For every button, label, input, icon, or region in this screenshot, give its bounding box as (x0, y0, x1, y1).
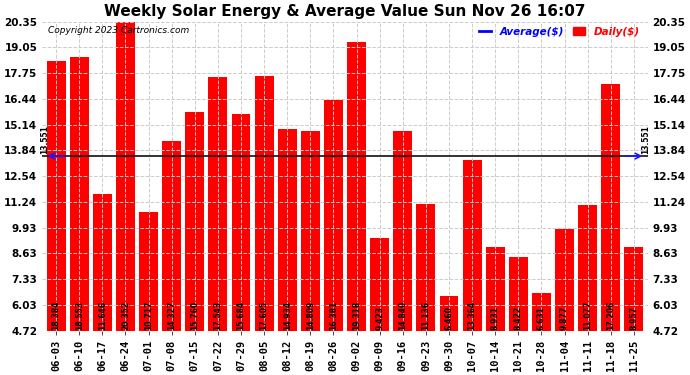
Text: 18.553: 18.553 (75, 301, 83, 330)
Bar (116, 22, 135, 330)
Bar (139, 212, 158, 330)
Bar (301, 131, 319, 330)
Bar (232, 114, 250, 330)
Text: 20.352: 20.352 (121, 301, 130, 330)
Text: Copyright 2023 Cartronics.com: Copyright 2023 Cartronics.com (48, 26, 190, 35)
Bar (47, 61, 66, 330)
Bar (186, 112, 204, 330)
Bar (70, 57, 89, 330)
Text: 6.460: 6.460 (444, 306, 453, 330)
Text: 18.384: 18.384 (52, 300, 61, 330)
Text: 15.760: 15.760 (190, 300, 199, 330)
Bar (624, 247, 643, 330)
Text: 10.717: 10.717 (144, 300, 153, 330)
Legend: Average($), Daily($): Average($), Daily($) (479, 27, 640, 37)
Text: 13.551: 13.551 (40, 125, 49, 154)
Bar (278, 129, 297, 330)
Text: 11.136: 11.136 (422, 300, 431, 330)
Text: 14.840: 14.840 (398, 300, 407, 330)
Bar (578, 205, 597, 330)
Text: 9.877: 9.877 (560, 305, 569, 330)
Text: 8.422: 8.422 (514, 306, 523, 330)
Bar (601, 84, 620, 330)
Bar (371, 238, 389, 330)
Text: 14.809: 14.809 (306, 300, 315, 330)
Text: 16.381: 16.381 (329, 300, 338, 330)
Text: 9.423: 9.423 (375, 306, 384, 330)
Text: 17.543: 17.543 (213, 300, 222, 330)
Bar (440, 296, 458, 330)
Bar (324, 100, 343, 330)
Text: 8.957: 8.957 (629, 306, 638, 330)
Bar (255, 76, 274, 330)
Bar (509, 257, 528, 330)
Bar (208, 77, 228, 330)
Text: 15.684: 15.684 (237, 300, 246, 330)
Bar (486, 248, 504, 330)
Bar (532, 293, 551, 330)
Text: 6.631: 6.631 (537, 306, 546, 330)
Bar (462, 160, 482, 330)
Text: 14.934: 14.934 (283, 300, 292, 330)
Text: 19.318: 19.318 (352, 300, 361, 330)
Title: Weekly Solar Energy & Average Value Sun Nov 26 16:07: Weekly Solar Energy & Average Value Sun … (104, 4, 586, 19)
Text: 11.646: 11.646 (98, 300, 107, 330)
Bar (162, 141, 181, 330)
Bar (93, 194, 112, 330)
Text: 14.327: 14.327 (167, 300, 176, 330)
Text: 17.605: 17.605 (259, 300, 268, 330)
Bar (416, 204, 435, 330)
Bar (555, 229, 574, 330)
Text: 13.364: 13.364 (468, 300, 477, 330)
Text: 17.206: 17.206 (607, 300, 615, 330)
Text: 13.551: 13.551 (641, 125, 650, 154)
Text: 8.931: 8.931 (491, 306, 500, 330)
Text: 11.077: 11.077 (583, 300, 592, 330)
Bar (393, 130, 412, 330)
Bar (347, 42, 366, 330)
